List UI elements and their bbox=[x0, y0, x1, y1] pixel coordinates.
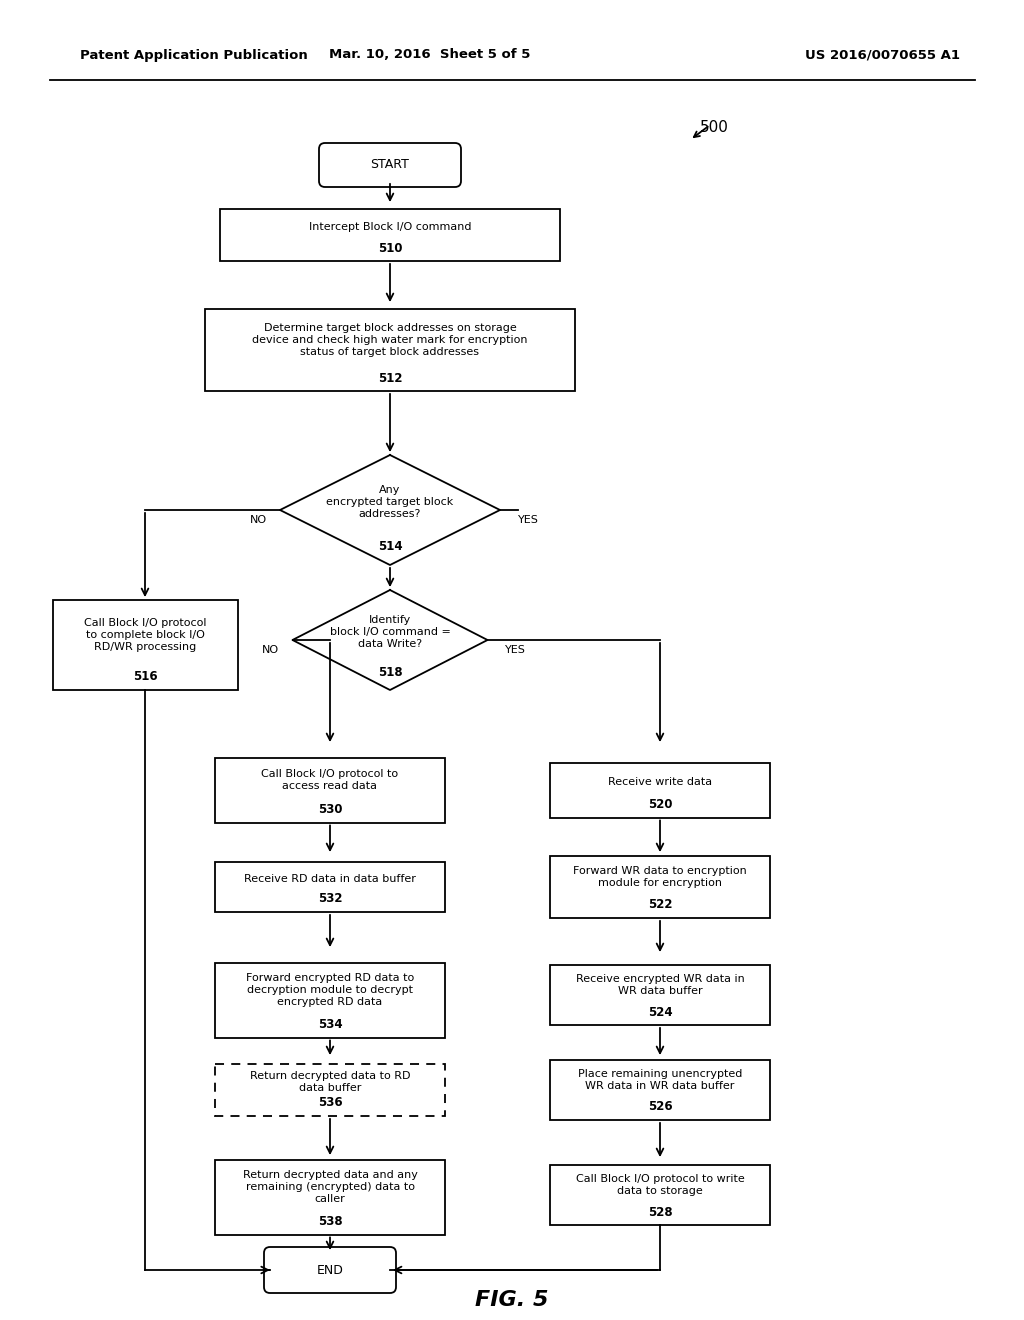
Text: 516: 516 bbox=[133, 671, 158, 684]
Bar bbox=[550, 855, 770, 917]
Text: 500: 500 bbox=[700, 120, 729, 136]
Text: Call Block I/O protocol to write
data to storage: Call Block I/O protocol to write data to… bbox=[575, 1175, 744, 1196]
Text: Patent Application Publication: Patent Application Publication bbox=[80, 49, 308, 62]
Text: NO: NO bbox=[262, 645, 280, 655]
Bar bbox=[215, 1159, 445, 1234]
Bar bbox=[215, 962, 445, 1038]
Text: 510: 510 bbox=[378, 242, 402, 255]
Text: NO: NO bbox=[250, 515, 266, 525]
Bar bbox=[215, 758, 445, 822]
Text: 520: 520 bbox=[648, 799, 672, 810]
Text: Determine target block addresses on storage
device and check high water mark for: Determine target block addresses on stor… bbox=[252, 323, 527, 356]
Text: 514: 514 bbox=[378, 540, 402, 553]
Text: Receive RD data in data buffer: Receive RD data in data buffer bbox=[244, 874, 416, 884]
Text: Call Block I/O protocol
to complete block I/O
RD/WR processing: Call Block I/O protocol to complete bloc… bbox=[84, 618, 206, 652]
Text: US 2016/0070655 A1: US 2016/0070655 A1 bbox=[805, 49, 961, 62]
Bar bbox=[215, 862, 445, 912]
Bar bbox=[550, 763, 770, 817]
Text: Receive write data: Receive write data bbox=[608, 777, 712, 787]
Text: 522: 522 bbox=[648, 899, 672, 912]
Text: Call Block I/O protocol to
access read data: Call Block I/O protocol to access read d… bbox=[261, 770, 398, 791]
Text: Intercept Block I/O command: Intercept Block I/O command bbox=[309, 222, 471, 232]
Text: 528: 528 bbox=[648, 1205, 673, 1218]
Text: Forward WR data to encryption
module for encryption: Forward WR data to encryption module for… bbox=[573, 866, 746, 888]
Bar bbox=[220, 209, 560, 261]
Text: 512: 512 bbox=[378, 371, 402, 384]
Text: Any
encrypted target block
addresses?: Any encrypted target block addresses? bbox=[327, 486, 454, 519]
Text: FIG. 5: FIG. 5 bbox=[475, 1290, 549, 1309]
Text: Mar. 10, 2016  Sheet 5 of 5: Mar. 10, 2016 Sheet 5 of 5 bbox=[330, 49, 530, 62]
Bar bbox=[215, 1064, 445, 1115]
Text: 530: 530 bbox=[317, 803, 342, 816]
Text: START: START bbox=[371, 158, 410, 172]
Text: Forward encrypted RD data to
decryption module to decrypt
encrypted RD data: Forward encrypted RD data to decryption … bbox=[246, 973, 414, 1007]
Text: END: END bbox=[316, 1263, 343, 1276]
Bar bbox=[550, 1060, 770, 1119]
Bar bbox=[52, 601, 238, 690]
Text: Return decrypted data and any
remaining (encrypted) data to
caller: Return decrypted data and any remaining … bbox=[243, 1171, 418, 1204]
Text: 532: 532 bbox=[317, 892, 342, 906]
Text: Place remaining unencrypted
WR data in WR data buffer: Place remaining unencrypted WR data in W… bbox=[578, 1069, 742, 1090]
Text: 534: 534 bbox=[317, 1018, 342, 1031]
FancyBboxPatch shape bbox=[264, 1247, 396, 1294]
Text: 524: 524 bbox=[648, 1006, 673, 1019]
Bar bbox=[550, 965, 770, 1026]
Text: Receive encrypted WR data in
WR data buffer: Receive encrypted WR data in WR data buf… bbox=[575, 974, 744, 995]
Text: 538: 538 bbox=[317, 1214, 342, 1228]
Text: YES: YES bbox=[505, 645, 526, 655]
Text: Identify
block I/O command =
data Write?: Identify block I/O command = data Write? bbox=[330, 615, 451, 648]
Text: 526: 526 bbox=[648, 1101, 673, 1114]
Text: Return decrypted data to RD
data buffer: Return decrypted data to RD data buffer bbox=[250, 1072, 411, 1093]
Bar bbox=[550, 1166, 770, 1225]
Text: 518: 518 bbox=[378, 665, 402, 678]
FancyBboxPatch shape bbox=[319, 143, 461, 187]
Bar bbox=[205, 309, 575, 391]
Text: YES: YES bbox=[517, 515, 539, 525]
Text: 536: 536 bbox=[317, 1097, 342, 1110]
